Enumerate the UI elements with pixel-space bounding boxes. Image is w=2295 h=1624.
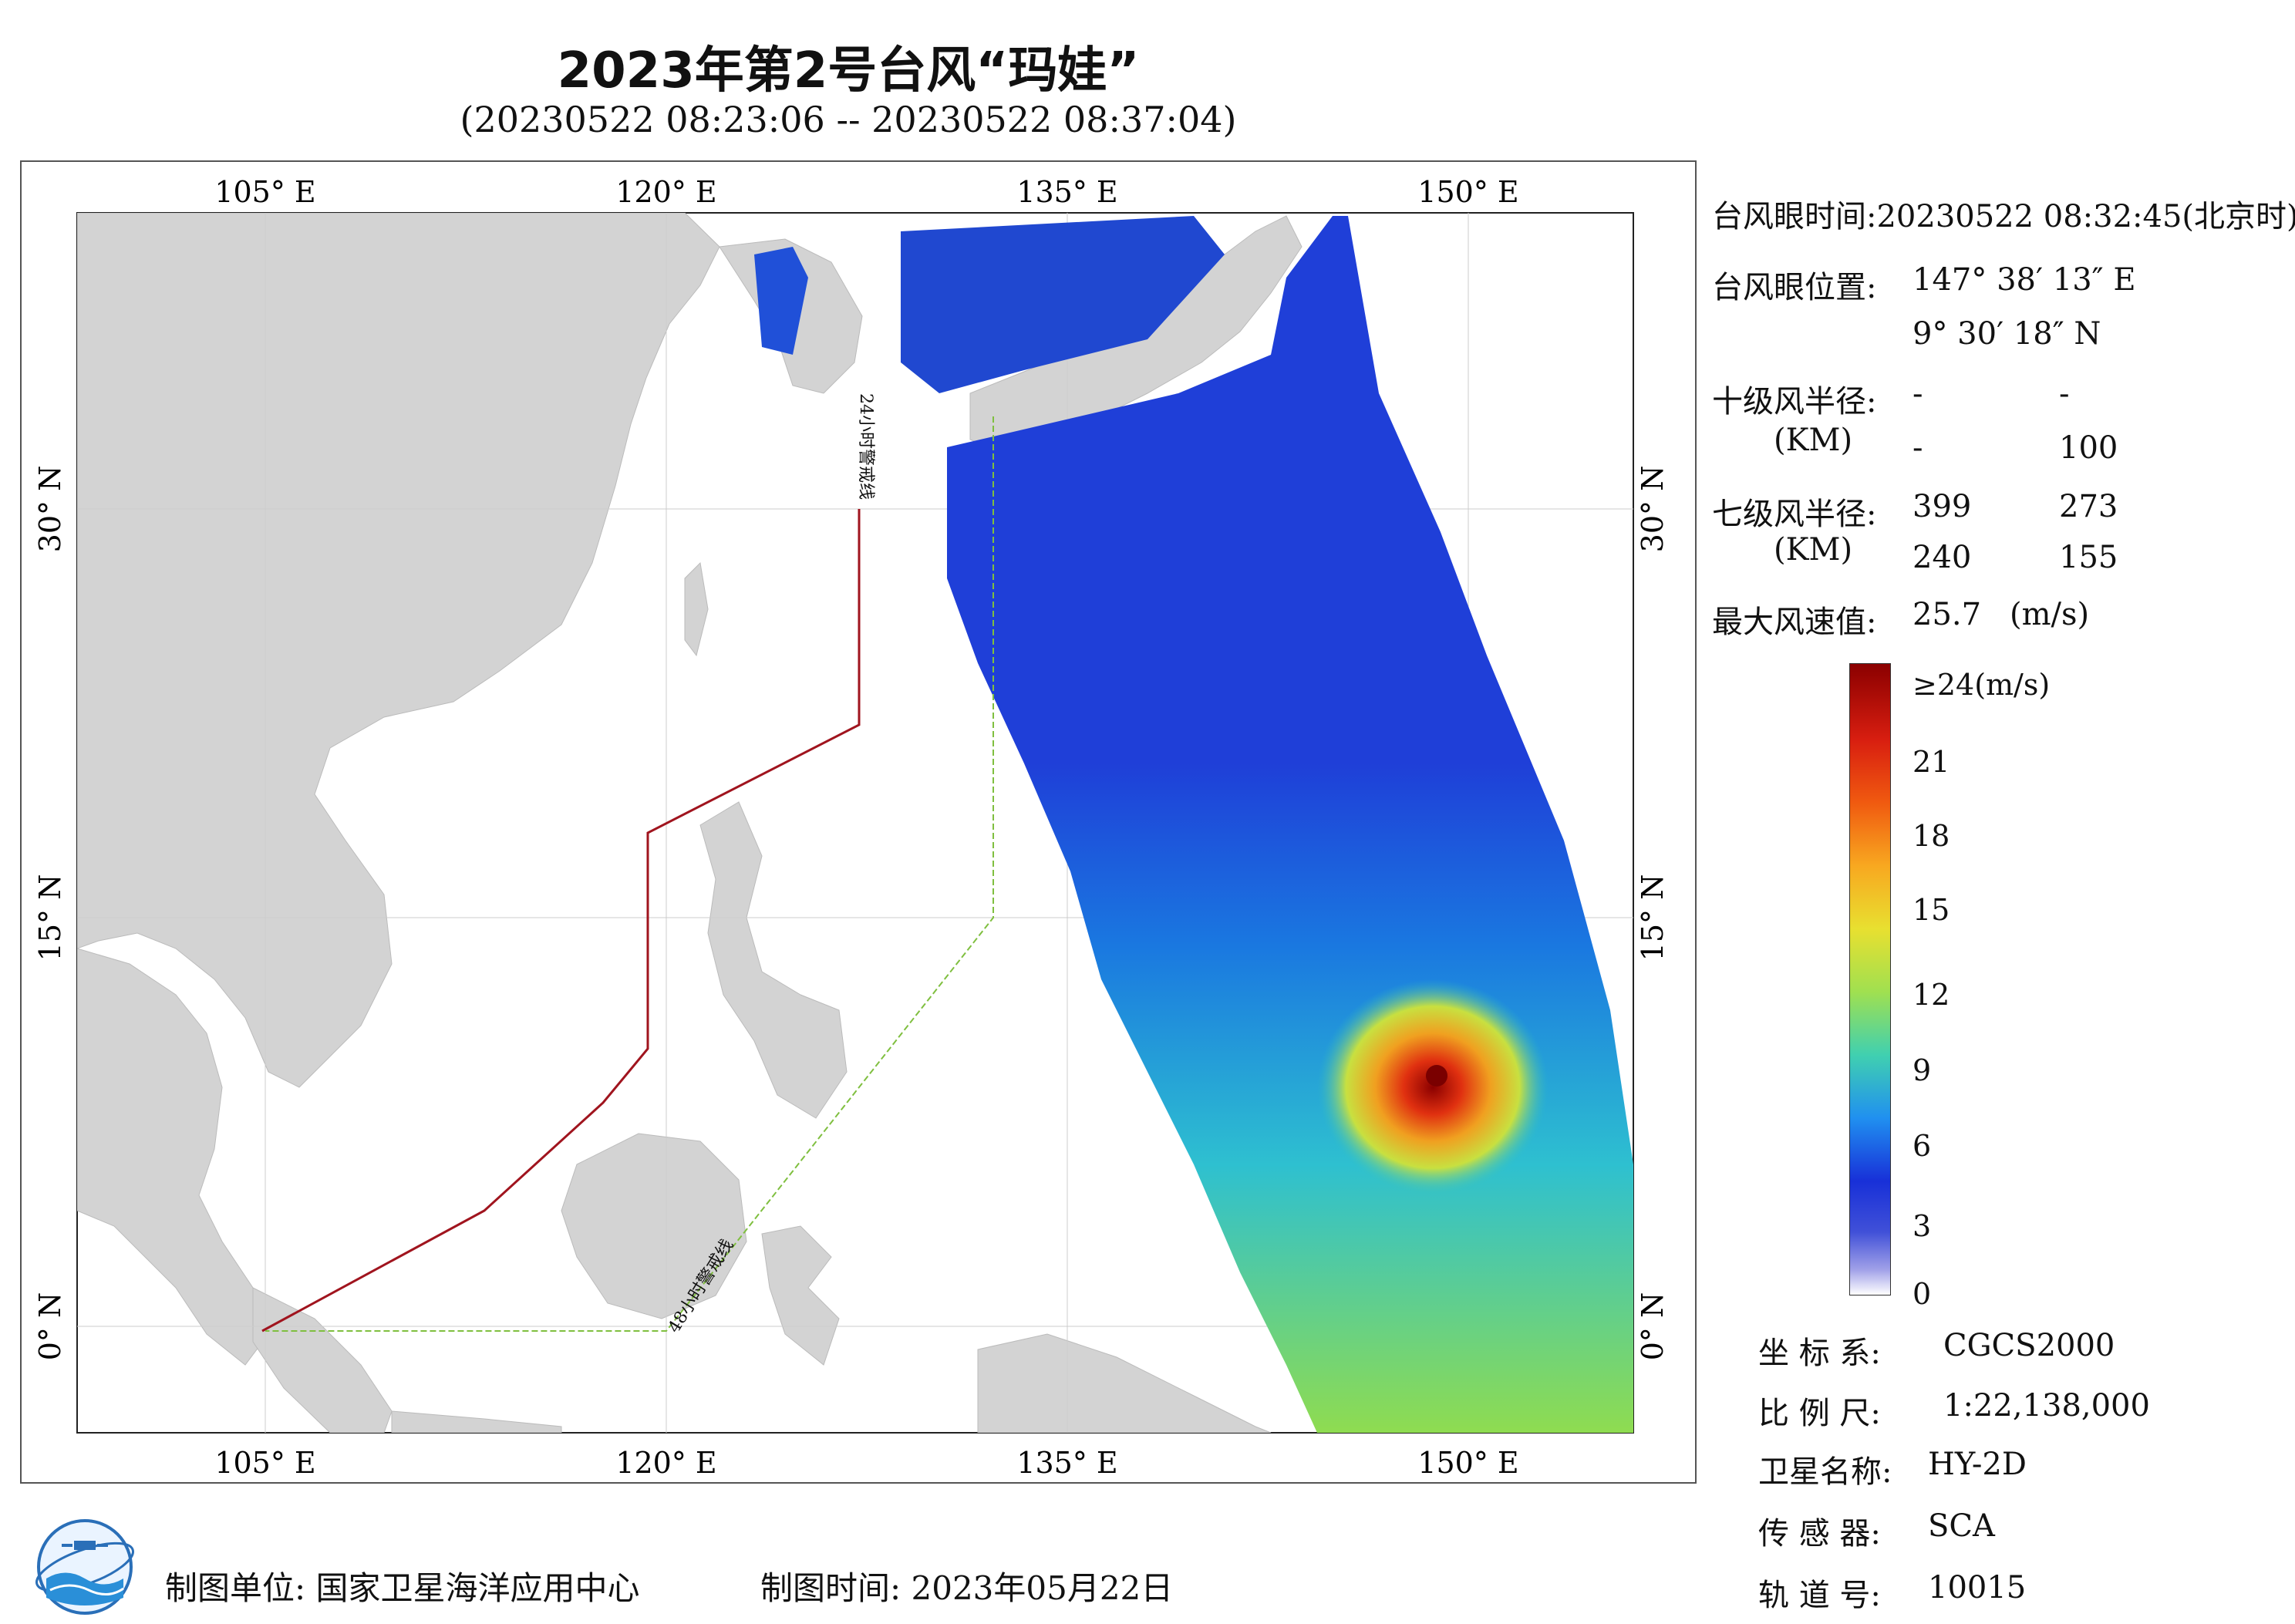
wind-swath bbox=[754, 216, 1633, 1433]
r10-value: - bbox=[1912, 430, 1923, 466]
lon-tick-top: 120° E bbox=[615, 175, 716, 209]
eye-time: 台风眼时间:20230522 08:32:45(北京时) bbox=[1712, 199, 2295, 234]
scale-label: 比 例 尺: bbox=[1758, 1396, 1881, 1431]
land-java bbox=[391, 1410, 562, 1433]
colorbar-label: 18 bbox=[1912, 819, 1950, 853]
land-masses bbox=[77, 213, 1303, 1433]
sensor-value: SCA bbox=[1928, 1508, 1995, 1544]
land-borneo bbox=[561, 1133, 747, 1319]
satellite-value: HY-2D bbox=[1928, 1447, 2027, 1482]
lon-tick-bottom: 120° E bbox=[615, 1446, 716, 1480]
eye-lon: 147° 38′ 13″ E bbox=[1912, 262, 2136, 298]
r7-value: 155 bbox=[2059, 540, 2118, 575]
colorbar-label: 9 bbox=[1912, 1053, 1932, 1087]
lon-tick-top: 150° E bbox=[1417, 175, 1518, 209]
lat-tick-right: 30° N bbox=[1636, 466, 1670, 553]
land-philippines bbox=[699, 801, 848, 1119]
warning-line-24h bbox=[261, 509, 861, 1333]
typhoon-core bbox=[1317, 979, 1549, 1195]
lon-tick-top: 135° E bbox=[1016, 175, 1117, 209]
footer-org: 制图单位: 国家卫星海洋应用中心 bbox=[165, 1569, 640, 1607]
r7-label: 七级风半径: bbox=[1712, 497, 1877, 532]
max-wind-unit: (m/s) bbox=[2010, 597, 2090, 632]
colorbar-label: 6 bbox=[1912, 1129, 1932, 1163]
satellite-label: 卫星名称: bbox=[1758, 1454, 1892, 1490]
scale-value: 1:22,138,000 bbox=[1943, 1388, 2150, 1424]
lat-tick-left: 30° N bbox=[33, 466, 67, 553]
lat-ticks-right: 30° N 15° N 0° N bbox=[1636, 466, 1670, 1361]
eye-position-label: 台风眼位置: bbox=[1712, 270, 1877, 305]
colorbar-label: 15 bbox=[1912, 893, 1950, 927]
lon-ticks-bottom: 105° E 120° E 135° E 150° E bbox=[214, 1446, 1518, 1480]
r7-value: 399 bbox=[1912, 489, 1972, 524]
lat-tick-right: 15° N bbox=[1636, 874, 1670, 962]
lat-tick-left: 0° N bbox=[33, 1292, 67, 1361]
warning-line-24h-label: 24小时警戒线 bbox=[856, 393, 875, 500]
land-asia-mainland bbox=[77, 213, 720, 1088]
max-wind-label: 最大风速值: bbox=[1712, 605, 1877, 640]
lat-tick-left: 15° N bbox=[33, 874, 67, 962]
r10-value: - bbox=[2059, 376, 2070, 412]
sensor-label: 传 感 器: bbox=[1758, 1516, 1881, 1552]
r7-unit: (KM) bbox=[1774, 532, 1853, 568]
lon-tick-bottom: 105° E bbox=[214, 1446, 315, 1480]
colorbar-label: 0 bbox=[1912, 1277, 1932, 1311]
r10-value: - bbox=[1912, 376, 1923, 412]
time-range-subtitle: (20230522 08:23:06 -- 20230522 08:37:04) bbox=[460, 99, 1237, 140]
eye-lat: 9° 30′ 18″ N bbox=[1912, 316, 2101, 352]
lat-tick-right: 0° N bbox=[1636, 1292, 1670, 1361]
nsoas-logo-icon bbox=[31, 1513, 139, 1621]
r7-value: 240 bbox=[1912, 540, 1972, 575]
warning-line-48h bbox=[265, 416, 994, 1332]
colorbar-label: 12 bbox=[1912, 978, 1950, 1012]
orbit-value: 10015 bbox=[1928, 1570, 2027, 1605]
colorbar-label: 21 bbox=[1912, 745, 1950, 779]
lon-ticks-top: 105° E 120° E 135° E 150° E bbox=[214, 175, 1518, 209]
r10-unit: (KM) bbox=[1774, 423, 1853, 458]
r10-label: 十级风半径: bbox=[1712, 384, 1877, 419]
r10-value: 100 bbox=[2059, 430, 2118, 466]
colorbar-label: 3 bbox=[1912, 1209, 1932, 1243]
land-newguinea bbox=[977, 1333, 1272, 1433]
land-taiwan bbox=[684, 561, 709, 657]
map-frame: 24小时警戒线 48小时警戒线 105° E 120° E 135° E 150… bbox=[20, 160, 1697, 1484]
lon-tick-top: 105° E bbox=[214, 175, 315, 209]
lon-tick-bottom: 150° E bbox=[1417, 1446, 1518, 1480]
swath-north-fragments-2 bbox=[901, 216, 1225, 393]
land-sumatra bbox=[252, 1287, 393, 1433]
land-sulawesi bbox=[761, 1225, 840, 1366]
lon-tick-bottom: 135° E bbox=[1016, 1446, 1117, 1480]
coord-system-label: 坐 标 系: bbox=[1758, 1336, 1881, 1371]
wind-field-map: 24小时警戒线 48小时警戒线 105° E 120° E 135° E 150… bbox=[33, 175, 1670, 1480]
colorbar-label: ≥24(m/s) bbox=[1912, 668, 2051, 702]
max-wind-value: 25.7 bbox=[1912, 597, 1982, 632]
r7-value: 273 bbox=[2059, 489, 2118, 524]
map-title: 2023年第2号台风“玛娃” bbox=[557, 42, 1140, 99]
lat-ticks-left: 30° N 15° N 0° N bbox=[33, 466, 67, 1361]
orbit-label: 轨 道 号: bbox=[1758, 1578, 1881, 1613]
typhoon-eye bbox=[1426, 1065, 1447, 1087]
swath-north-fragments bbox=[754, 247, 808, 355]
coord-system-value: CGCS2000 bbox=[1943, 1328, 2115, 1363]
footer-time: 制图时间: 2023年05月22日 bbox=[760, 1569, 1174, 1607]
colorbar bbox=[1849, 663, 1891, 1295]
